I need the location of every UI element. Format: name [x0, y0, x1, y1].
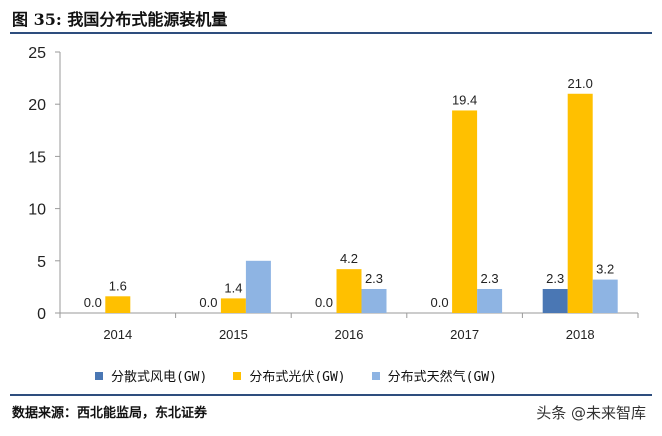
watermark: 头条 @未来智库 — [536, 404, 646, 422]
y-tick-label: 5 — [37, 254, 46, 271]
legend-swatch-wind — [95, 371, 103, 380]
top-rule — [10, 32, 652, 34]
data-label-wind: 0.0 — [431, 295, 449, 310]
data-label-solar: 1.4 — [224, 280, 242, 295]
y-tick-label: 20 — [28, 97, 46, 114]
bar-gas — [245, 260, 271, 313]
bar-wind — [542, 288, 568, 313]
bar-solar — [567, 93, 593, 313]
legend-label-wind: 分散式风电(GW) — [111, 370, 208, 385]
data-label-gas: 3.2 — [596, 262, 614, 277]
legend-item-wind: 分散式风电(GW) — [95, 366, 207, 385]
bar-gas — [361, 288, 387, 313]
data-label-solar: 1.6 — [109, 278, 127, 293]
figure-title: 图 35: 我国分布式能源装机量 — [12, 10, 228, 29]
data-label-solar: 19.4 — [452, 92, 477, 107]
data-label-wind: 0.0 — [199, 295, 217, 310]
x-tick-label: 2018 — [566, 327, 595, 342]
legend-swatch-solar — [233, 371, 242, 380]
legend-label-gas: 分布式天然气(GW) — [387, 370, 497, 385]
data-label-gas: 2.3 — [481, 271, 499, 286]
legend-item-gas: 分布式天然气(GW) — [371, 366, 497, 385]
bar-gas — [592, 279, 618, 313]
data-label-solar: 4.2 — [340, 251, 358, 266]
data-label-wind: 0.0 — [315, 295, 333, 310]
bottom-rule — [10, 394, 652, 396]
bar-solar — [105, 296, 131, 313]
data-label-gas: 2.3 — [365, 271, 383, 286]
bar-solar — [336, 269, 362, 313]
legend-item-solar: 分布式光伏(GW) — [233, 366, 346, 385]
x-tick-label: 2016 — [335, 327, 364, 342]
y-tick-label: 0 — [37, 306, 46, 323]
x-tick-label: 2014 — [103, 327, 132, 342]
legend-swatch-gas — [371, 371, 380, 380]
x-tick-label: 2017 — [450, 327, 479, 342]
data-label-wind: 2.3 — [546, 271, 564, 286]
data-label-wind: 0.0 — [84, 295, 102, 310]
y-tick-label: 10 — [28, 202, 46, 219]
legend-label-solar: 分布式光伏(GW) — [249, 370, 346, 385]
bar-gas — [477, 288, 503, 313]
data-label-solar: 21.0 — [568, 76, 593, 91]
y-tick-label: 15 — [28, 149, 46, 166]
x-tick-label: 2015 — [219, 327, 248, 342]
legend: 分散式风电(GW) 分布式光伏(GW) 分布式天然气(GW) — [95, 366, 497, 385]
bar-solar — [220, 298, 246, 313]
y-tick-label: 25 — [28, 45, 46, 62]
source-note: 数据来源：西北能监局，东北证券 — [12, 406, 208, 421]
bar-solar — [452, 110, 478, 314]
bar-chart: 0 5 10 15 20 25 2014 2015 2016 2017 2018 0.0 0.0 0.0 0… — [28, 45, 639, 342]
